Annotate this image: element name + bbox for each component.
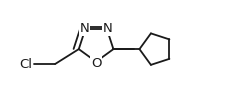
Text: N: N [79, 22, 89, 35]
Text: O: O [91, 57, 101, 70]
Text: Cl: Cl [20, 58, 33, 70]
Text: N: N [103, 22, 113, 35]
